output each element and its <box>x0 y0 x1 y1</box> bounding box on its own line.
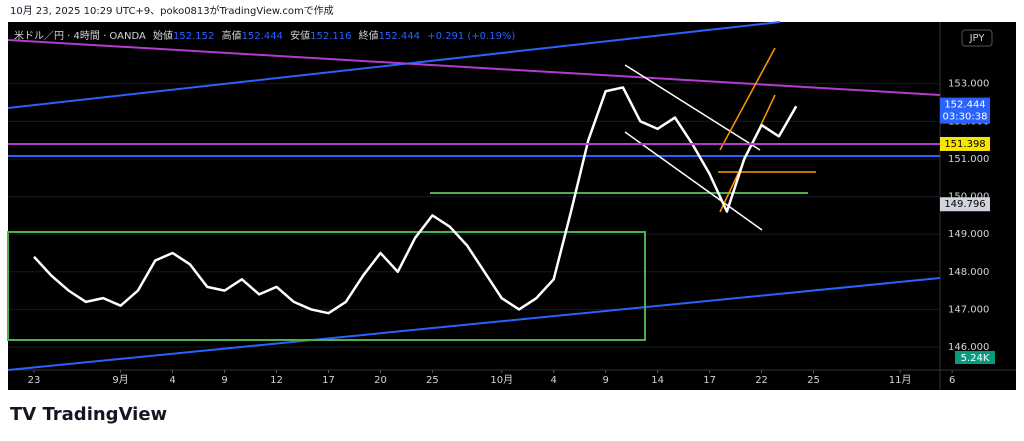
trend-line <box>7 277 941 371</box>
price-tag <box>940 136 990 151</box>
x-tick-label: 17 <box>322 375 335 386</box>
x-tick-label: 9 <box>602 375 608 386</box>
ohlc-label: 高値 <box>222 29 242 42</box>
ohlc-value: 152.444 <box>242 31 283 42</box>
legend: 米ドル／円 · 4時間 · OANDA 始値152.152 高値152.444 … <box>14 29 515 42</box>
x-tick-label: 14 <box>651 375 664 386</box>
ohlc-label: 安値 <box>290 29 310 42</box>
channel-line <box>624 64 761 151</box>
x-tick-label: 9月 <box>112 374 128 386</box>
price-tag-label: 149.796 <box>944 199 985 210</box>
x-tick-label: 12 <box>270 375 283 386</box>
ohlc-label: 始値 <box>153 29 173 42</box>
ohlc-label: 終値 <box>359 29 379 42</box>
x-tick-label: 25 <box>807 375 820 386</box>
y-tick-label: 148.000 <box>948 267 989 278</box>
x-tick-label: 4 <box>551 375 557 386</box>
channel-line <box>624 131 763 231</box>
price-line <box>33 86 798 315</box>
x-tick-label: 20 <box>374 375 387 386</box>
created-note: 10月 23, 2025 10:29 UTC+9、poko0813がTradin… <box>10 4 334 17</box>
x-tick-label: 17 <box>703 375 716 386</box>
x-tick-label: 6 <box>949 375 955 386</box>
y-tick-label: 153.000 <box>948 79 989 90</box>
trend-line <box>7 21 781 109</box>
currency[interactable]: JPY <box>969 33 986 44</box>
y-tick-label: 150.000 <box>948 192 989 203</box>
brand: 𝗧𝗩 TradingView <box>10 404 167 425</box>
price-tag <box>940 197 990 212</box>
plot <box>7 21 941 371</box>
x-tick-label: 4 <box>169 375 175 386</box>
channel-line <box>719 47 776 151</box>
x-tick-label: 25 <box>426 375 439 386</box>
ohlc-value: 152.444 <box>379 31 420 42</box>
x-tick-label: 9 <box>221 375 227 386</box>
x-tick-label: 11月 <box>889 374 912 386</box>
symbol: 米ドル／円 · 4時間 · OANDA <box>14 29 146 42</box>
x-tick-label: 22 <box>755 375 768 386</box>
price-tag-label: 152.444 <box>944 100 985 111</box>
volume-label: 5.24K <box>961 353 990 364</box>
change: +0.291 (+0.19%) <box>427 31 515 42</box>
trend-line <box>7 39 941 96</box>
chart-panel <box>8 22 1016 390</box>
range-box <box>7 231 646 341</box>
volume-tag <box>955 351 995 364</box>
y-tick-label: 146.000 <box>948 342 989 353</box>
currency-box[interactable] <box>961 29 993 47</box>
ohlc-value: 152.116 <box>310 31 351 42</box>
y-tick-label: 149.000 <box>948 229 989 240</box>
x-tick-label: 10月 <box>490 374 513 386</box>
price-tag-label: 151.398 <box>944 139 985 150</box>
price-tag <box>940 97 990 124</box>
ohlc-value: 152.152 <box>173 31 214 42</box>
y-tick-label: 151.000 <box>948 154 989 165</box>
y-tick-label: 147.000 <box>948 304 989 315</box>
x-tick-label: 23 <box>28 375 41 386</box>
brand-name: TradingView <box>42 404 167 425</box>
countdown: 03:30:38 <box>943 112 988 123</box>
brand-mark: 𝗧𝗩 <box>10 404 42 425</box>
